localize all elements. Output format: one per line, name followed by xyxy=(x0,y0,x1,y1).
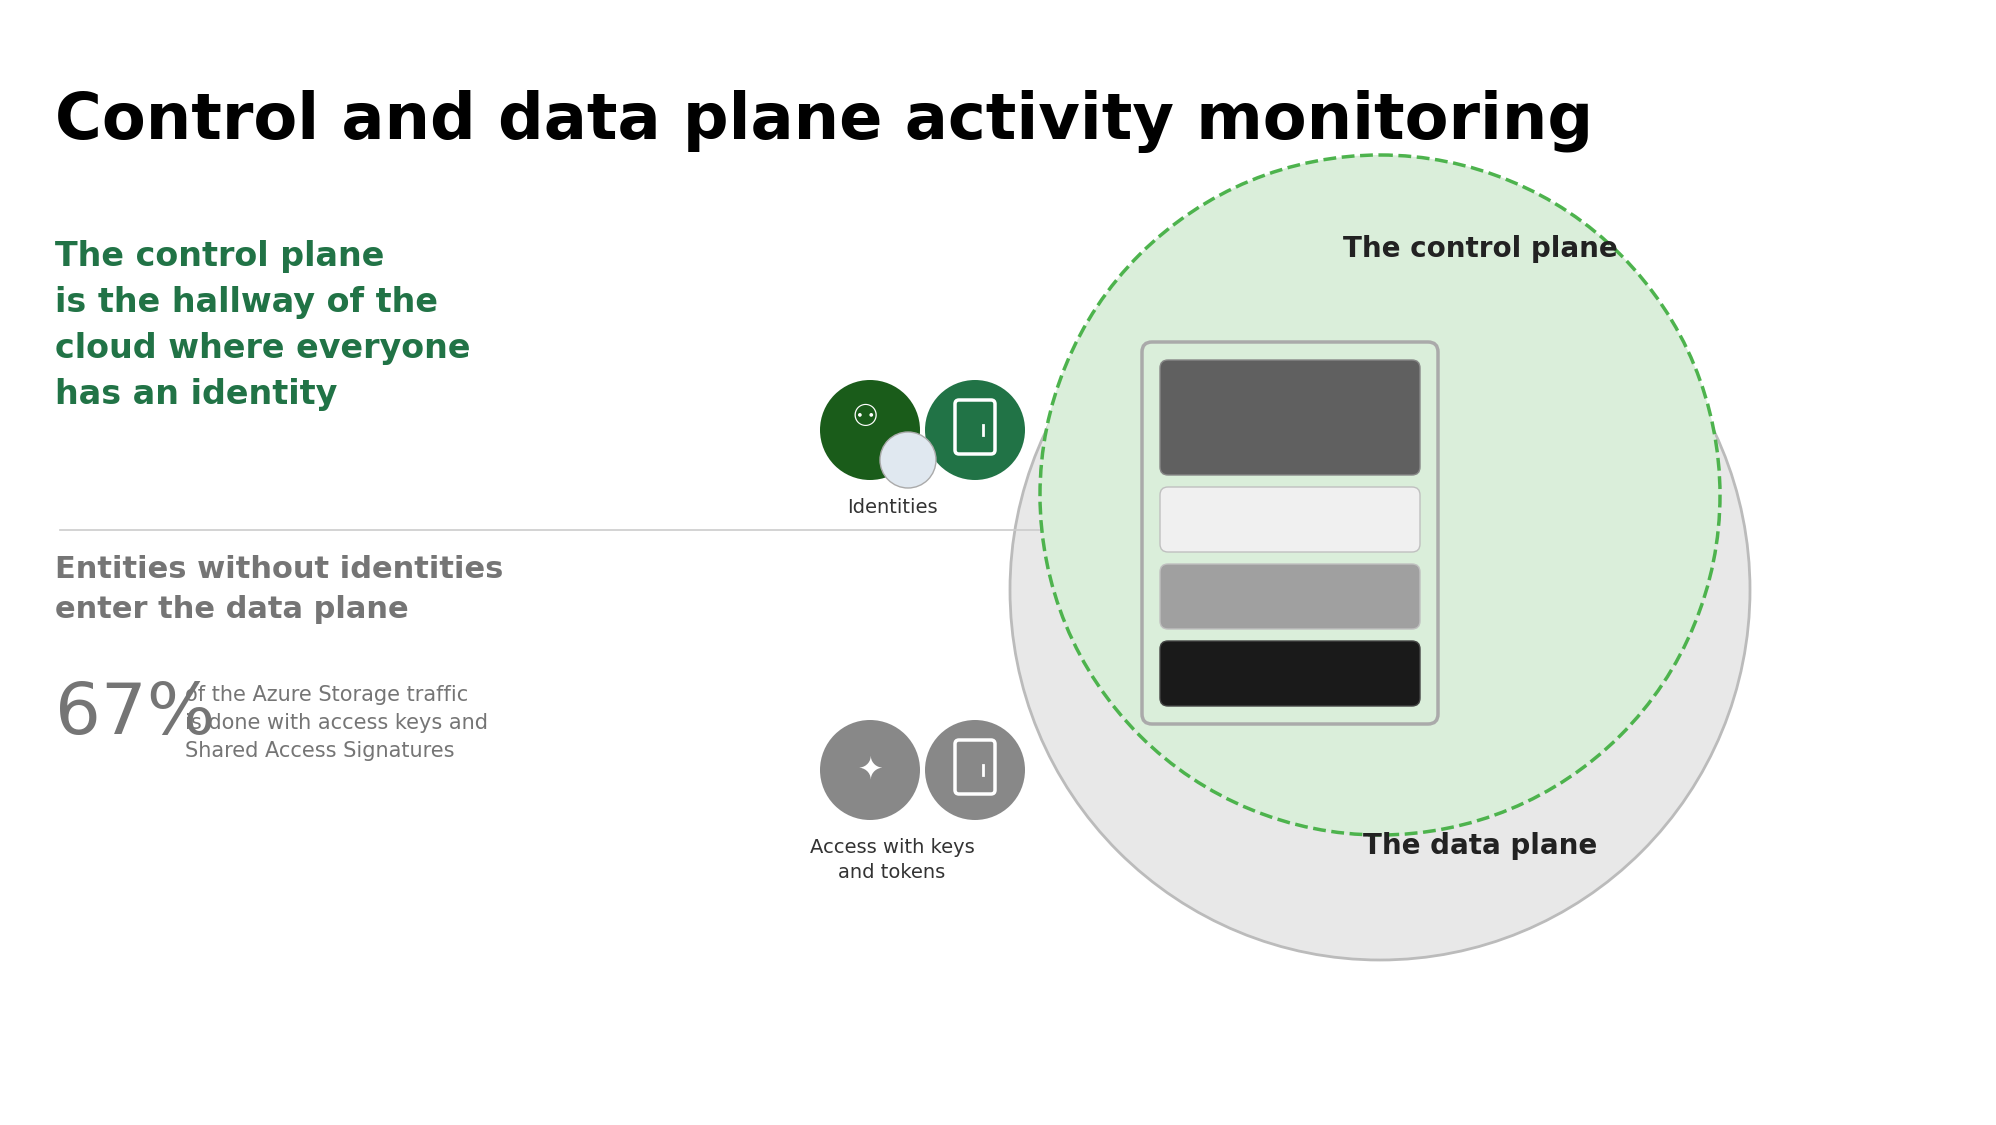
Text: Access with keys
and tokens: Access with keys and tokens xyxy=(810,838,974,882)
Text: of the Azure Storage traffic
is done with access keys and
Shared Access Signatur: of the Azure Storage traffic is done wit… xyxy=(186,685,487,761)
Circle shape xyxy=(1010,220,1750,960)
Text: 67%: 67% xyxy=(56,680,216,749)
Circle shape xyxy=(1040,155,1721,835)
Text: The control plane
is the hallway of the
cloud where everyone
has an identity: The control plane is the hallway of the … xyxy=(56,240,471,411)
Circle shape xyxy=(924,720,1026,820)
Text: The control plane: The control plane xyxy=(1343,235,1617,263)
FancyBboxPatch shape xyxy=(1160,641,1419,706)
Circle shape xyxy=(820,380,920,480)
FancyBboxPatch shape xyxy=(1160,564,1419,629)
Circle shape xyxy=(880,432,936,488)
Circle shape xyxy=(820,720,920,820)
Text: The data plane: The data plane xyxy=(1363,832,1597,860)
Text: Entities without identities
enter the data plane: Entities without identities enter the da… xyxy=(56,555,503,624)
Circle shape xyxy=(924,380,1026,480)
Text: Control and data plane activity monitoring: Control and data plane activity monitori… xyxy=(56,90,1593,153)
FancyBboxPatch shape xyxy=(1160,487,1419,552)
Text: ⚇: ⚇ xyxy=(852,404,878,432)
Text: Identities: Identities xyxy=(846,498,938,518)
Text: ✦: ✦ xyxy=(856,756,882,784)
FancyBboxPatch shape xyxy=(1160,360,1419,475)
